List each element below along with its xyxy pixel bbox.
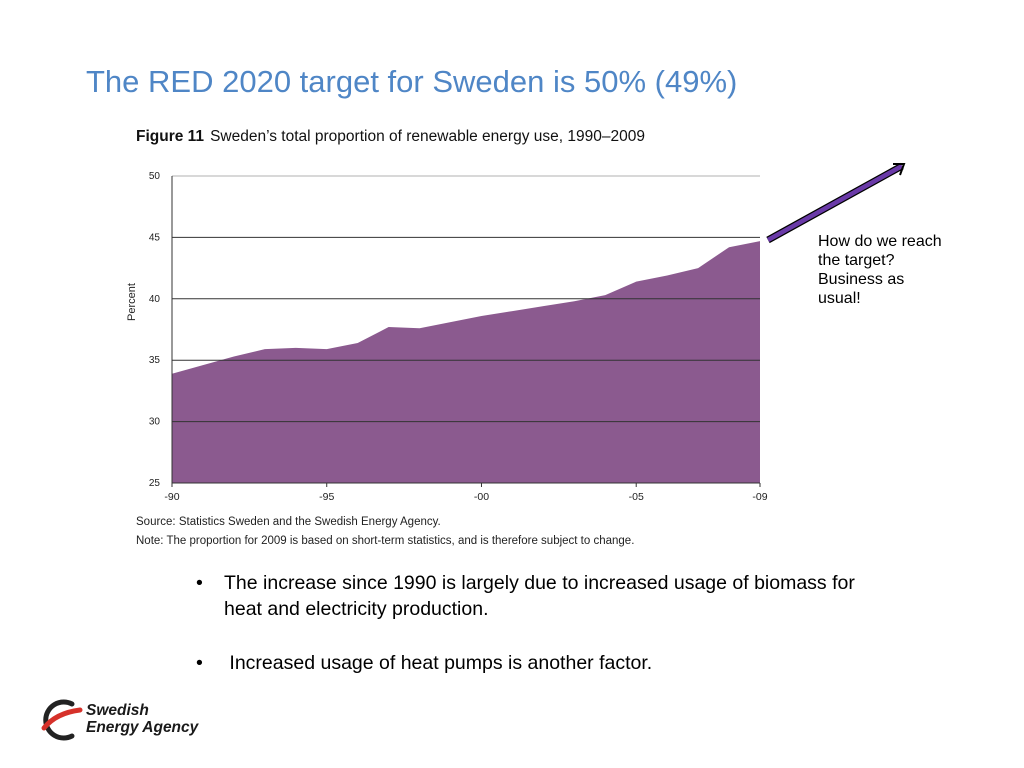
- logo-text: Swedish Energy Agency: [86, 702, 198, 736]
- callout-line: Business as: [818, 271, 905, 288]
- chart-area-series: [172, 241, 760, 483]
- callout-arrow: [766, 162, 906, 244]
- chart-y-tick-label: 35: [149, 355, 161, 366]
- chart-y-tick-label: 45: [149, 232, 161, 243]
- chart-y-tick-label: 50: [149, 171, 161, 182]
- bullet-marker: •: [196, 652, 203, 674]
- figure-caption-text: Sweden’s total proportion of renewable e…: [210, 128, 645, 145]
- chart-x-tick-label: -90: [164, 491, 179, 503]
- chart-x-tick-label: -00: [474, 491, 489, 503]
- chart-x-tick-label: -05: [629, 491, 644, 503]
- chart-gridlines: [172, 175, 760, 423]
- figure-source: Source: Statistics Sweden and the Swedis…: [136, 516, 441, 528]
- bullet-item: • The increase since 1990 is largely due…: [196, 570, 876, 622]
- agency-logo: Swedish Energy Agency: [34, 698, 198, 742]
- chart-y-tick-label: 30: [149, 417, 161, 428]
- callout-text: How do we reach the target? Business as …: [818, 232, 998, 308]
- arrowhead-icon: [893, 163, 906, 176]
- swedish-energy-agency-logo-icon: [41, 699, 83, 741]
- chart-plot-area: [172, 241, 760, 483]
- logo-line: Swedish: [86, 702, 149, 719]
- callout-line: the target?: [818, 252, 895, 269]
- bullet-list: • The increase since 1990 is largely due…: [196, 570, 876, 676]
- chart-y-tick-label: 40: [149, 294, 161, 305]
- bullet-text: The increase since 1990 is largely due t…: [224, 572, 855, 620]
- figure-caption: Figure 11 Sweden’s total proportion of re…: [136, 128, 645, 146]
- chart-y-tick-label: 25: [149, 478, 161, 489]
- callout-line: How do we reach: [818, 233, 942, 250]
- chart-axes: [171, 176, 761, 487]
- slide-title: The RED 2020 target for Sweden is 50% (4…: [86, 64, 738, 99]
- bullet-marker: •: [196, 572, 203, 594]
- renewable-energy-chart: 25 30 35 40 45 50 -90 -95 -00 -05 -09 Percent: [126, 162, 906, 503]
- chart-y-tick-labels: 25 30 35 40 45 50: [149, 171, 161, 489]
- chart-x-tick-label: -95: [319, 491, 334, 503]
- bullet-text: Increased usage of heat pumps is another…: [224, 652, 653, 674]
- chart-x-tick-label: -09: [752, 491, 767, 503]
- figure-number: Figure 11: [136, 128, 205, 145]
- chart-y-axis-label: Percent: [126, 283, 138, 321]
- callout-line: usual!: [818, 290, 861, 307]
- chart-x-tick-labels: -90 -95 -00 -05 -09: [164, 491, 767, 503]
- figure-note: Note: The proportion for 2009 is based o…: [136, 535, 635, 547]
- bullet-item: • Increased usage of heat pumps is anoth…: [196, 650, 876, 676]
- logo-line: Energy Agency: [86, 719, 199, 736]
